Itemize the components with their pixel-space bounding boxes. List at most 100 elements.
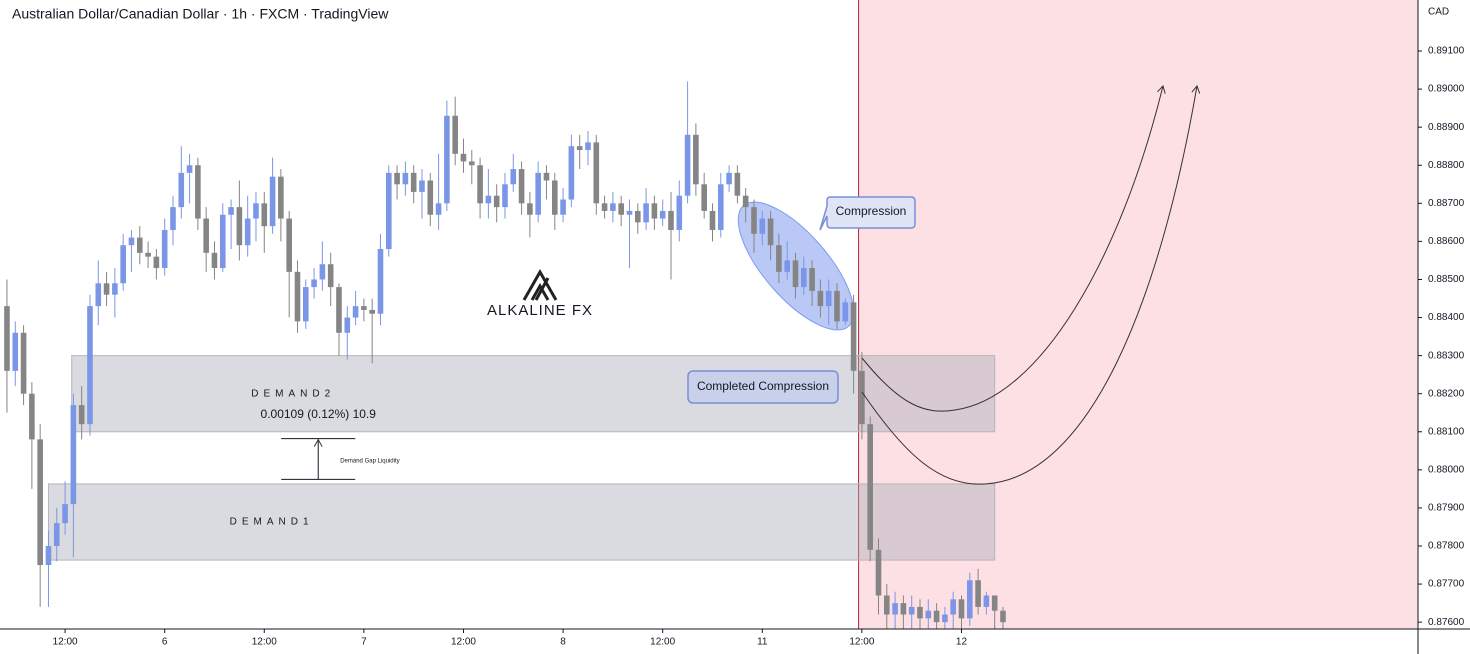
candle-body	[344, 317, 351, 333]
candle-body	[112, 283, 118, 295]
measure-note: Demand Gap Liquidity	[340, 459, 399, 465]
candle-body	[817, 290, 824, 307]
candle-body	[908, 606, 915, 615]
candle-body	[427, 180, 434, 215]
candle-body	[128, 237, 135, 246]
candle-body	[211, 252, 218, 269]
candle-body	[734, 172, 741, 196]
candle-body	[551, 180, 558, 215]
logo-mark	[522, 268, 558, 301]
candle-body	[1000, 610, 1006, 623]
candle-body	[767, 218, 774, 246]
y-tick-label: 0.88600	[1428, 236, 1465, 247]
candle-body	[62, 504, 68, 524]
candle-body	[709, 210, 716, 230]
candle-body	[336, 287, 342, 333]
candle-body	[228, 207, 234, 215]
candle-body	[37, 439, 43, 566]
candle-body	[792, 260, 799, 288]
candle-body	[701, 184, 707, 211]
logo: ALKALINE FX	[487, 268, 592, 319]
candle-body	[78, 405, 85, 425]
candle-body	[892, 603, 898, 615]
candle-body	[460, 153, 467, 162]
callout-text: Completed Compression	[697, 379, 829, 393]
candle-body	[717, 184, 724, 230]
candle-body	[468, 161, 475, 166]
projection-arrow	[861, 85, 1166, 412]
candle-body	[825, 290, 832, 307]
candle-body	[751, 207, 757, 234]
candle-body	[543, 172, 550, 181]
candle-body	[950, 599, 956, 615]
candle-body	[361, 306, 367, 310]
candle-body	[875, 549, 882, 596]
y-tick-label: 0.87700	[1428, 579, 1465, 590]
y-axis-panel	[1418, 0, 1470, 654]
candle-body	[178, 172, 185, 208]
demand-zone	[47, 483, 996, 561]
candle-body	[244, 218, 251, 246]
candle-body	[410, 172, 417, 192]
candle-body	[419, 180, 425, 192]
candle-body	[726, 172, 732, 185]
candle-body	[568, 146, 575, 200]
candle-body	[651, 203, 658, 219]
candle-body	[219, 214, 226, 269]
ticks: 0.89100 0.89000 0.88900 0.88800 0.88700 0.886…	[53, 46, 1465, 648]
x-tick-label: 12	[956, 637, 968, 648]
candle-body	[477, 165, 483, 204]
y-tick-label: 0.88400	[1428, 312, 1465, 323]
candle-body	[942, 614, 948, 623]
candle-body	[593, 142, 600, 204]
candle-body	[352, 306, 359, 318]
callout-box	[687, 370, 839, 404]
callout: Completed Compression	[687, 370, 839, 404]
candle-body	[327, 264, 334, 288]
y-tick-label: 0.88900	[1428, 122, 1465, 133]
candle-body	[850, 302, 857, 371]
candle-body	[161, 229, 168, 269]
y-tick-label: 0.89000	[1428, 84, 1465, 95]
x-tick-label: 12:00	[849, 637, 874, 648]
candle-body	[784, 260, 790, 272]
measure-label: 0.00109 (0.12%) 10.9	[261, 407, 377, 421]
x-tick-label: 7	[361, 637, 367, 648]
candle-body	[576, 146, 583, 151]
candle-body	[659, 210, 666, 219]
candle-body	[676, 195, 683, 230]
annotations: 0.00109 (0.12%) 10.9 Demand Gap Liquidity	[261, 407, 400, 480]
candle-body	[966, 580, 973, 619]
candle-body	[70, 405, 77, 505]
candle-body	[610, 203, 616, 211]
candle-body	[145, 252, 151, 257]
x-tick-label: 12:00	[650, 637, 675, 648]
candle-body	[933, 610, 940, 623]
candle-body	[859, 370, 865, 425]
candle-body	[991, 595, 998, 611]
candle-body	[560, 199, 566, 215]
candle-body	[601, 203, 608, 211]
candle-body	[883, 595, 890, 615]
candle-body	[269, 176, 276, 227]
candle-body	[842, 302, 849, 322]
y-tick-label: 0.88500	[1428, 274, 1465, 285]
candle-body	[684, 134, 691, 196]
x-tick-label: 11	[757, 637, 768, 648]
callout: Compression	[819, 196, 916, 231]
candle-body	[286, 218, 292, 272]
zone-label: DEMAND1	[230, 517, 314, 528]
candle-body	[527, 203, 533, 215]
candle-body	[236, 207, 243, 246]
candle-body	[45, 545, 52, 566]
candle-body	[634, 210, 641, 223]
candle-body	[502, 184, 508, 208]
candle-body	[776, 245, 782, 272]
projection-arrow	[861, 85, 1201, 485]
y-tick-label: 0.87800	[1428, 541, 1465, 552]
callout-text: Compression	[836, 204, 907, 218]
candle-body	[278, 176, 284, 219]
zones: DEMAND2 DEMAND1	[47, 355, 996, 561]
candle-body	[975, 580, 981, 607]
